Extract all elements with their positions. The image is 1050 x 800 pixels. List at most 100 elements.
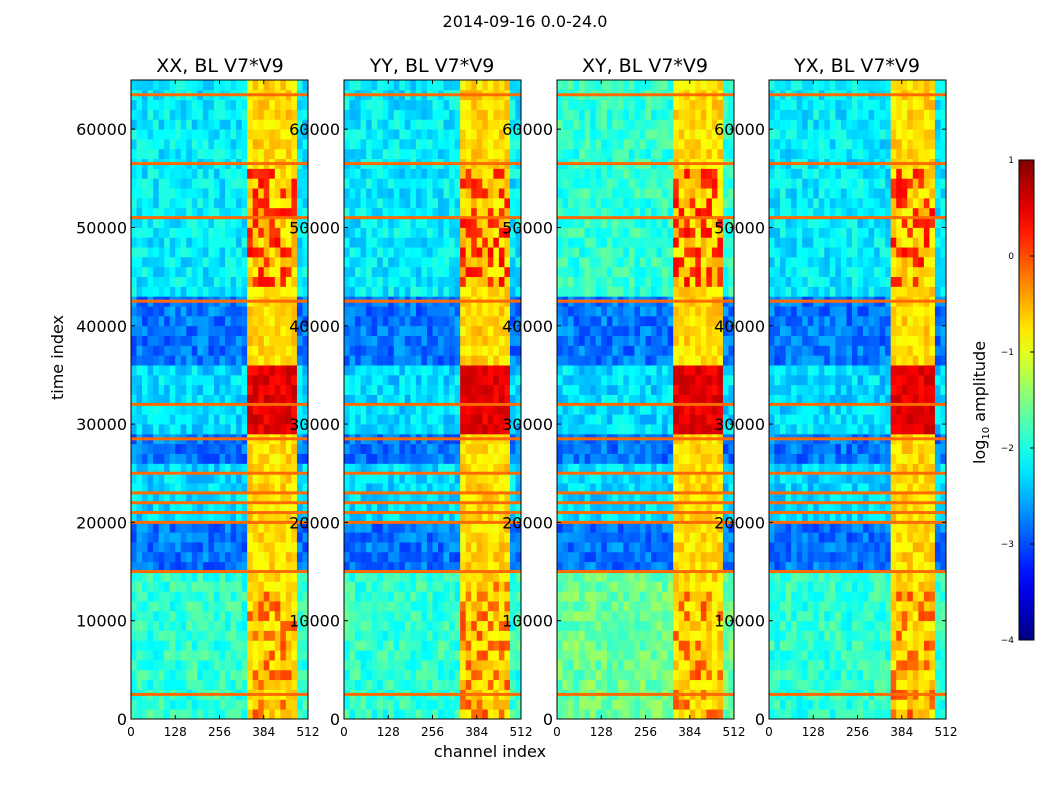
heatmap-cell <box>465 551 472 563</box>
heatmap-cell <box>421 532 428 543</box>
heatmap-cell <box>487 129 494 140</box>
heatmap-cell <box>415 286 422 297</box>
heatmap-cell <box>131 365 137 376</box>
heatmap-cell <box>230 483 237 494</box>
heatmap-cell <box>302 374 308 386</box>
heatmap-cell <box>263 109 270 120</box>
heatmap-cell <box>438 99 444 110</box>
heatmap-cell <box>509 522 516 533</box>
heatmap-cell <box>230 473 237 484</box>
heatmap-cell <box>186 414 193 425</box>
heatmap-cell <box>421 217 428 228</box>
heatmap-cell <box>684 660 691 671</box>
heatmap-cell <box>164 502 171 513</box>
heatmap-cell <box>487 669 494 681</box>
heatmap-cell <box>498 384 505 395</box>
heatmap-cell <box>241 286 248 297</box>
heatmap-cell <box>241 561 248 572</box>
heatmap-cell <box>169 551 176 563</box>
heatmap-cell <box>498 473 505 484</box>
heatmap-cell <box>371 119 378 130</box>
heatmap-cell <box>360 138 367 150</box>
heatmap-cell <box>498 414 505 425</box>
heatmap-cell <box>236 276 243 287</box>
heatmap-cell <box>449 669 456 681</box>
heatmap-cell <box>415 119 422 130</box>
heatmap-cell <box>449 227 456 238</box>
heatmap-cell <box>208 610 215 622</box>
heatmap-cell <box>186 315 193 327</box>
heatmap-cell <box>515 404 521 415</box>
heatmap-cell <box>258 188 265 199</box>
heatmap-cell <box>252 217 259 228</box>
heatmap-cell <box>438 384 444 395</box>
heatmap-cell <box>438 551 444 563</box>
heatmap-cell <box>454 453 461 464</box>
heatmap-cell <box>344 581 350 592</box>
heatmap-cell <box>302 532 308 543</box>
heatmap-cell <box>393 315 400 327</box>
heatmap-cell <box>471 256 478 268</box>
heatmap-cell <box>296 345 303 356</box>
heatmap-cell <box>219 197 226 209</box>
heatmap-cell <box>438 571 444 582</box>
heatmap-cell <box>236 315 243 327</box>
heatmap-cell <box>388 237 395 248</box>
heatmap-cell <box>377 610 384 622</box>
heatmap-cell <box>623 571 630 582</box>
heatmap-cell <box>236 581 243 592</box>
heatmap-cell <box>656 551 663 563</box>
heatmap-cell <box>274 266 281 278</box>
heatmap-cell <box>136 306 143 317</box>
heatmap-cell <box>280 443 287 454</box>
heatmap-cell <box>421 99 428 110</box>
heatmap-cell <box>426 571 433 582</box>
heatmap-cell <box>645 502 652 513</box>
heatmap-cell <box>573 660 580 671</box>
heatmap-cell <box>421 247 428 258</box>
heatmap-cell <box>274 355 281 366</box>
heatmap-cell <box>382 551 389 563</box>
heatmap-cell <box>388 443 395 454</box>
heatmap-cell <box>421 276 428 287</box>
heatmap-cell <box>426 335 433 346</box>
heatmap-cell <box>504 197 511 209</box>
heatmap-cell <box>700 551 707 563</box>
heatmap-cell <box>415 610 422 622</box>
heatmap-cell <box>388 345 395 356</box>
heatmap-cell <box>493 247 500 258</box>
heatmap-cell <box>230 620 237 631</box>
heatmap-cell <box>147 237 154 248</box>
heatmap-cell <box>180 571 187 582</box>
heatmap-cell <box>296 266 303 278</box>
y-tick-label: 10000 <box>289 612 340 631</box>
heatmap-cell <box>504 522 511 533</box>
heatmap-cell <box>230 315 237 327</box>
heatmap-cell <box>213 315 220 327</box>
heatmap-cell <box>213 571 220 582</box>
heatmap-cell <box>443 581 450 592</box>
heatmap-cell <box>197 384 204 395</box>
heatmap-cell <box>628 571 635 582</box>
heatmap-cell <box>366 522 373 533</box>
heatmap-cell <box>280 80 287 91</box>
heatmap-cell <box>634 650 641 661</box>
heatmap-cell <box>208 227 215 238</box>
heatmap-cell <box>169 99 176 110</box>
heatmap-cell <box>208 119 215 130</box>
heatmap-cell <box>136 384 143 395</box>
heatmap-cell <box>258 227 265 238</box>
heatmap-cell <box>722 542 729 553</box>
heatmap-cell <box>438 404 444 415</box>
heatmap-cell <box>722 601 729 612</box>
heatmap-cell <box>169 571 176 582</box>
heatmap-cell <box>504 119 511 130</box>
heatmap-cell <box>158 188 165 199</box>
heatmap-cell <box>612 561 619 572</box>
heatmap-cell <box>219 453 226 464</box>
heatmap-cell <box>639 709 646 719</box>
heatmap-cell <box>219 502 226 513</box>
panel-title-yy: YY, BL V7*V9 <box>369 55 495 77</box>
heatmap-cell <box>612 551 619 563</box>
